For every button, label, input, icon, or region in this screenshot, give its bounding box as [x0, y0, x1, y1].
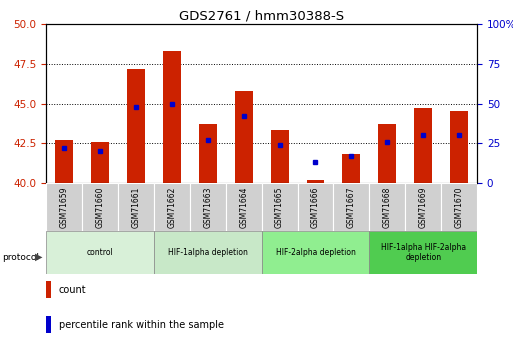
- Text: HIF-1alpha depletion: HIF-1alpha depletion: [168, 248, 248, 257]
- Bar: [270, 130, 288, 183]
- Text: GSM71667: GSM71667: [347, 186, 356, 228]
- Bar: [154, 231, 262, 274]
- Bar: [306, 180, 324, 183]
- Text: count: count: [59, 286, 87, 295]
- Bar: [405, 183, 441, 231]
- Text: GSM71666: GSM71666: [311, 186, 320, 228]
- Bar: [55, 140, 73, 183]
- Bar: [441, 183, 477, 231]
- Bar: [118, 183, 154, 231]
- Bar: [154, 183, 190, 231]
- Bar: [163, 51, 181, 183]
- Text: GSM71659: GSM71659: [60, 186, 69, 228]
- Text: GSM71663: GSM71663: [203, 186, 212, 228]
- Title: GDS2761 / hmm30388-S: GDS2761 / hmm30388-S: [179, 10, 344, 23]
- Bar: [127, 69, 145, 183]
- Bar: [190, 183, 226, 231]
- Bar: [262, 231, 369, 274]
- Bar: [369, 183, 405, 231]
- Text: HIF-1alpha HIF-2alpha
depletion: HIF-1alpha HIF-2alpha depletion: [381, 243, 466, 263]
- Bar: [414, 108, 432, 183]
- Text: control: control: [87, 248, 113, 257]
- Text: protocol: protocol: [3, 253, 40, 262]
- Text: GSM71662: GSM71662: [167, 186, 176, 228]
- Bar: [298, 183, 333, 231]
- Bar: [46, 183, 82, 231]
- Text: GSM71670: GSM71670: [455, 186, 464, 228]
- Text: HIF-2alpha depletion: HIF-2alpha depletion: [275, 248, 356, 257]
- Text: GSM71660: GSM71660: [95, 186, 105, 228]
- Text: ▶: ▶: [35, 252, 43, 262]
- Bar: [234, 91, 252, 183]
- Text: GSM71661: GSM71661: [131, 186, 141, 228]
- Bar: [82, 183, 118, 231]
- Bar: [342, 154, 360, 183]
- Text: GSM71669: GSM71669: [419, 186, 428, 228]
- Bar: [91, 141, 109, 183]
- Text: GSM71668: GSM71668: [383, 186, 392, 228]
- Bar: [378, 124, 396, 183]
- Bar: [262, 183, 298, 231]
- Bar: [46, 231, 154, 274]
- Bar: [333, 183, 369, 231]
- Text: GSM71664: GSM71664: [239, 186, 248, 228]
- Bar: [226, 183, 262, 231]
- Text: percentile rank within the sample: percentile rank within the sample: [59, 320, 224, 330]
- Bar: [199, 124, 216, 183]
- Bar: [369, 231, 477, 274]
- Bar: [450, 111, 468, 183]
- Text: GSM71665: GSM71665: [275, 186, 284, 228]
